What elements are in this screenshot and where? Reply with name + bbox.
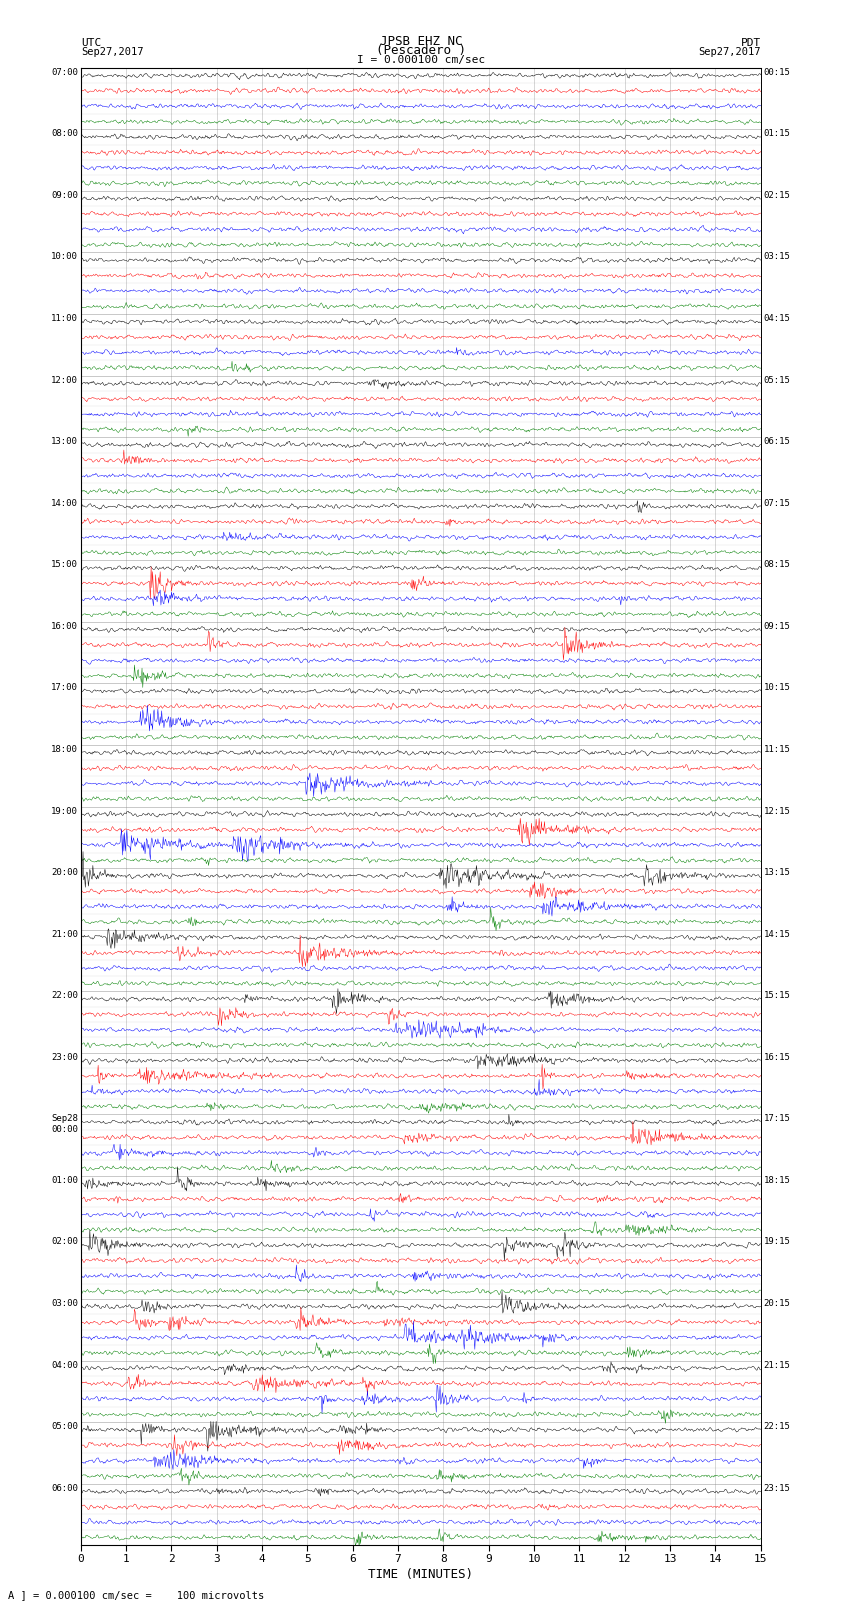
X-axis label: TIME (MINUTES): TIME (MINUTES) [368, 1568, 473, 1581]
Text: PDT: PDT [740, 37, 761, 47]
Text: UTC: UTC [81, 37, 101, 47]
Text: JPSB EHZ NC: JPSB EHZ NC [379, 34, 462, 47]
Text: Sep27,2017: Sep27,2017 [698, 47, 761, 58]
Text: I = 0.000100 cm/sec: I = 0.000100 cm/sec [357, 55, 484, 65]
Text: Sep27,2017: Sep27,2017 [81, 47, 144, 58]
Text: A ] = 0.000100 cm/sec =    100 microvolts: A ] = 0.000100 cm/sec = 100 microvolts [8, 1590, 264, 1600]
Text: (Pescadero ): (Pescadero ) [376, 44, 466, 58]
